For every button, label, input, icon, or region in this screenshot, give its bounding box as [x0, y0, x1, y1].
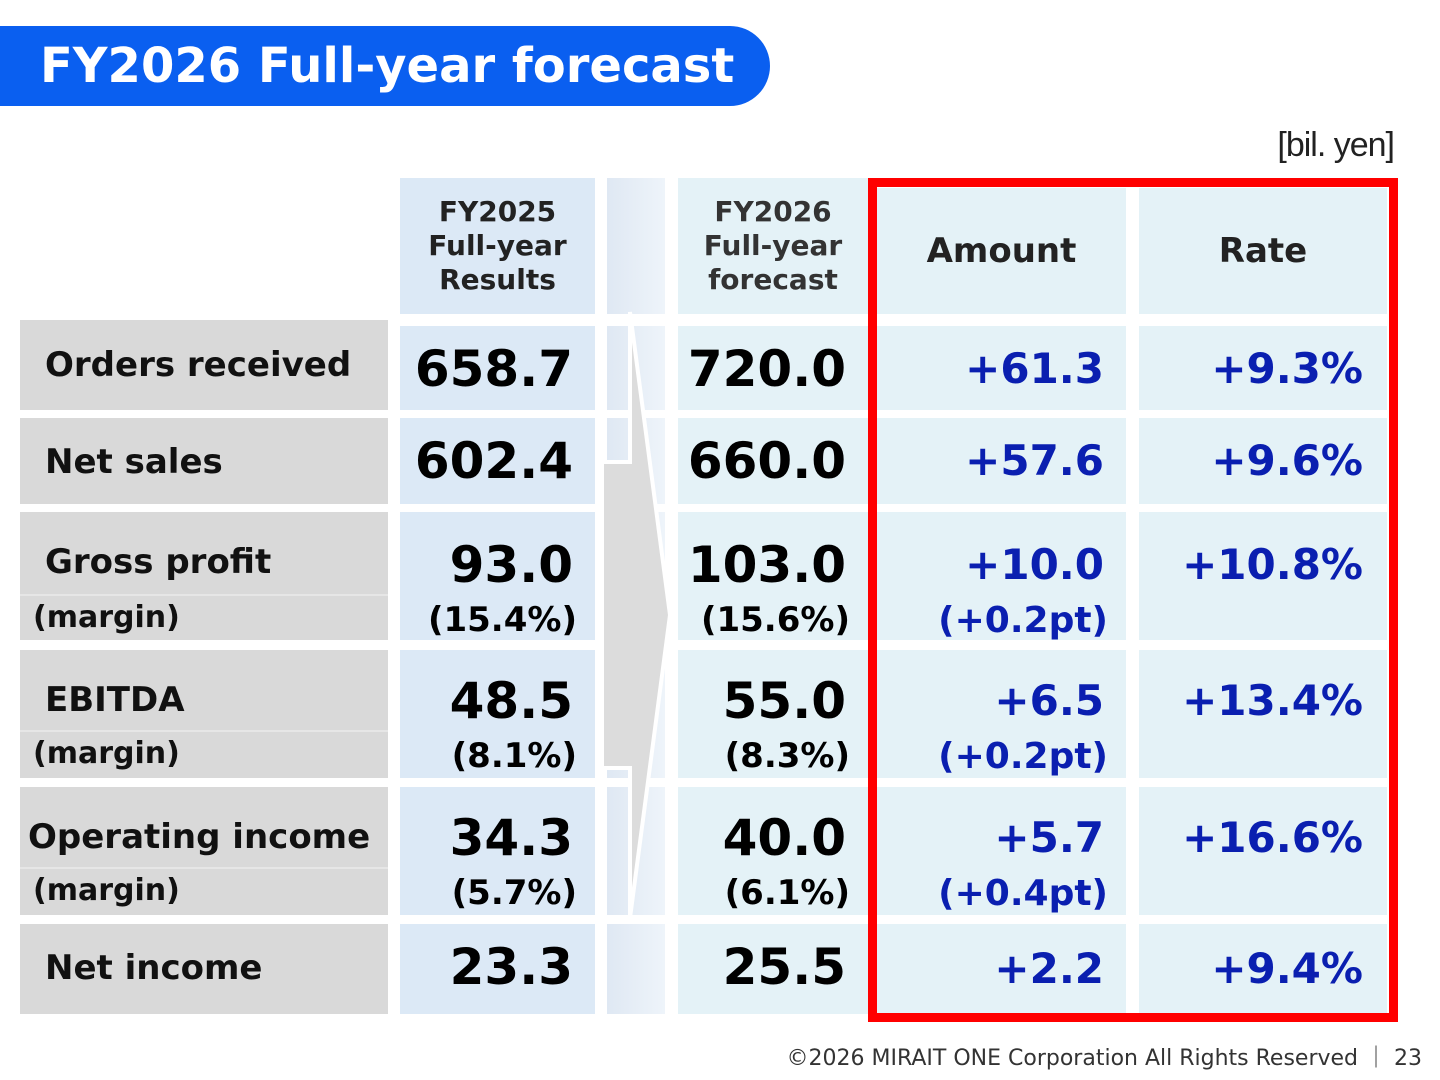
fy2025-value: 602.4 — [414, 432, 573, 490]
header-amount: Amount — [877, 188, 1126, 314]
header-fy2025-line3: Results — [439, 263, 556, 296]
row-label-text: Net sales — [45, 442, 223, 482]
fy2026-value: 660.0 — [687, 432, 846, 490]
fy2026-margin: (15.6%) — [700, 600, 850, 640]
row-label-net-sales: Net sales — [20, 418, 388, 504]
row-label-text: EBITDA — [45, 680, 185, 720]
row-divider — [20, 730, 388, 732]
rate-value: +9.3% — [1211, 344, 1363, 393]
row-label-ebitda: EBITDA (margin) — [20, 650, 388, 778]
header-rate-label: Rate — [1218, 231, 1308, 271]
fy2026-margin: (8.3%) — [724, 736, 850, 776]
row-label-gross-profit: Gross profit (margin) — [20, 512, 388, 640]
rate-value: +13.4% — [1182, 676, 1363, 725]
fy2025-cell: 658.7 — [400, 326, 595, 410]
row-sublabel-text: (margin) — [33, 736, 180, 771]
fy2026-value: 25.5 — [722, 938, 846, 996]
growth-arrow-icon — [600, 311, 673, 919]
rate-cell: +9.4% — [1139, 924, 1387, 1014]
amount-value: +5.7 — [994, 813, 1104, 862]
amount-cell: +10.0 (+0.2pt) — [877, 512, 1126, 641]
rate-cell: +13.4% — [1139, 650, 1387, 778]
slide-title: FY2026 Full-year forecast — [0, 26, 770, 106]
fy2025-margin: (5.7%) — [451, 873, 577, 913]
fy2025-value: 48.5 — [449, 672, 573, 730]
header-fy2025-line1: FY2025 — [438, 195, 557, 228]
rate-value: +9.4% — [1211, 944, 1363, 993]
header-fy2025-line2: Full-year — [428, 229, 567, 262]
rate-cell: +9.3% — [1139, 326, 1387, 410]
rate-value: +9.6% — [1211, 436, 1363, 485]
header-fy2026: FY2026 Full-year forecast — [678, 178, 868, 314]
fy2026-cell: 720.0 — [678, 326, 868, 410]
rate-value: +16.6% — [1182, 813, 1363, 862]
amount-cell: +57.6 — [877, 418, 1126, 504]
fy2026-value: 55.0 — [722, 672, 846, 730]
footer-copyright: ©2026 MIRAIT ONE Corporation All Rights … — [786, 1046, 1422, 1071]
amount-cell: +5.7 (+0.4pt) — [877, 787, 1126, 915]
unit-label: [bil. yen] — [1277, 126, 1395, 164]
amount-value: +61.3 — [965, 344, 1104, 393]
fy2025-cell: 48.5 (8.1%) — [400, 650, 595, 778]
fy2025-value: 23.3 — [449, 938, 573, 996]
row-divider — [20, 594, 388, 596]
header-fy2026-line2: Full-year — [703, 229, 843, 262]
row-sublabel-text: (margin) — [33, 600, 180, 635]
row-divider — [20, 867, 388, 869]
fy2026-cell: 40.0 (6.1%) — [678, 787, 868, 915]
rate-cell: +10.8% — [1139, 512, 1387, 640]
amount-value: +57.6 — [965, 436, 1104, 485]
amount-value: +2.2 — [994, 944, 1104, 993]
amount-value: +10.0 — [965, 540, 1104, 589]
fy2025-value: 658.7 — [414, 340, 573, 398]
row-label-text: Net income — [45, 948, 263, 988]
header-fy2026-line3: forecast — [708, 263, 838, 296]
fy2026-cell: 25.5 — [678, 924, 868, 1014]
fy2026-value: 720.0 — [687, 340, 846, 398]
header-fy2026-line1: FY2026 — [714, 195, 832, 228]
fy2026-cell: 55.0 (8.3%) — [678, 650, 868, 778]
header-fy2025: FY2025 Full-year Results — [400, 178, 595, 314]
fy2025-value: 93.0 — [449, 536, 573, 594]
amount-value: +6.5 — [994, 676, 1104, 725]
fy2025-margin: (15.4%) — [427, 600, 577, 640]
fy2026-cell: 660.0 — [678, 418, 868, 504]
amount-margin-change: (+0.2pt) — [938, 600, 1108, 641]
amount-cell: +6.5 (+0.2pt) — [877, 650, 1126, 778]
fy2025-value: 34.3 — [449, 809, 573, 867]
header-rate: Rate — [1139, 188, 1387, 314]
row-sublabel-text: (margin) — [33, 873, 180, 908]
fy2025-cell: 602.4 — [400, 418, 595, 504]
amount-margin-change: (+0.4pt) — [938, 873, 1108, 914]
fy2026-value: 40.0 — [722, 809, 846, 867]
rate-cell: +16.6% — [1139, 787, 1387, 915]
row-label-text: Orders received — [45, 345, 352, 385]
amount-cell: +61.3 — [877, 326, 1126, 410]
fy2025-margin: (8.1%) — [451, 736, 577, 776]
row-label-text: Operating income — [28, 817, 371, 857]
fy2025-cell: 34.3 (5.7%) — [400, 787, 595, 915]
amount-cell: +2.2 — [877, 924, 1126, 1014]
header-amount-label: Amount — [926, 231, 1077, 271]
amount-margin-change: (+0.2pt) — [938, 736, 1108, 777]
row-label-operating-income: Operating income (margin) — [20, 787, 388, 915]
rate-value: +10.8% — [1182, 540, 1363, 589]
row-label-net-income: Net income — [20, 924, 388, 1014]
rate-cell: +9.6% — [1139, 418, 1387, 504]
row-label-orders-received: Orders received — [20, 320, 388, 410]
gap-strip — [607, 924, 665, 1014]
fy2026-margin: (6.1%) — [724, 873, 850, 913]
header-gap-strip — [607, 178, 665, 314]
fy2025-cell: 93.0 (15.4%) — [400, 512, 595, 640]
fy2026-value: 103.0 — [687, 536, 846, 594]
fy2026-cell: 103.0 (15.6%) — [678, 512, 868, 640]
row-label-text: Gross profit — [45, 542, 272, 582]
fy2025-cell: 23.3 — [400, 924, 595, 1014]
